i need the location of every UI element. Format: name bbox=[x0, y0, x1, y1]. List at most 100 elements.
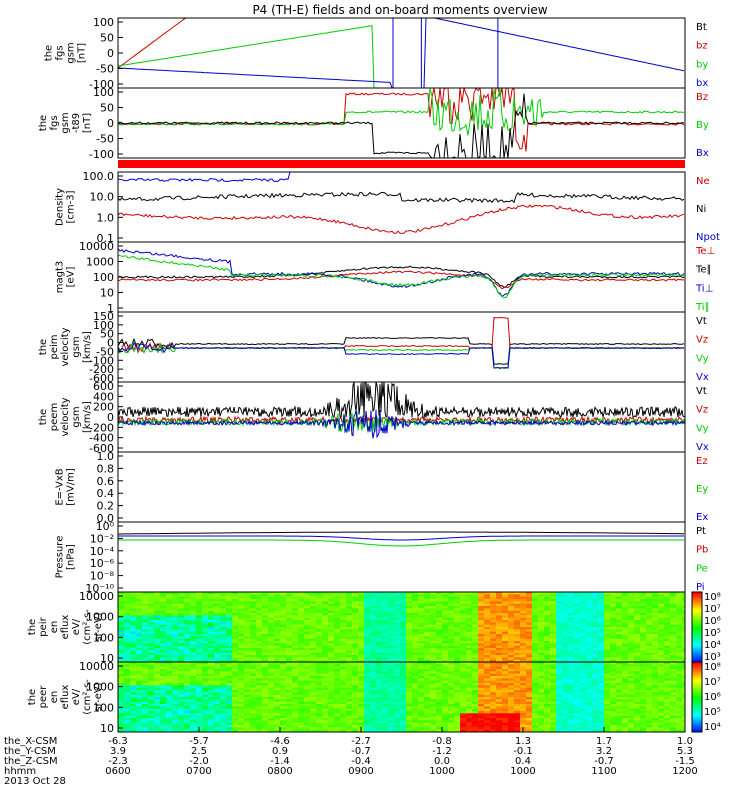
spec-cell bbox=[352, 617, 359, 621]
spec-cell bbox=[646, 634, 653, 637]
spec-cell bbox=[490, 629, 497, 633]
spec-cell bbox=[352, 634, 359, 637]
spec-cell bbox=[610, 638, 617, 642]
spec-cell bbox=[340, 657, 347, 661]
spec-cell bbox=[286, 666, 293, 670]
spec-cell bbox=[478, 606, 485, 609]
spec-cell bbox=[160, 727, 167, 731]
spec-cell bbox=[370, 666, 377, 670]
spec-cell bbox=[160, 699, 167, 703]
spec-cell bbox=[256, 666, 263, 670]
spec-cell bbox=[244, 678, 251, 682]
spec-cell bbox=[646, 645, 653, 649]
spec-cell bbox=[448, 624, 455, 628]
spec-cell bbox=[178, 659, 185, 662]
spec-cell bbox=[364, 704, 371, 707]
spec-cell bbox=[178, 615, 185, 619]
spec-cell bbox=[388, 729, 395, 732]
spec-cell bbox=[568, 645, 575, 649]
spec-cell bbox=[148, 627, 155, 630]
spec-cell bbox=[220, 676, 227, 679]
spec-cell bbox=[154, 708, 161, 712]
spec-cell bbox=[670, 638, 677, 642]
spec-cell bbox=[322, 627, 329, 630]
spec-cell bbox=[190, 718, 197, 721]
spec-cell bbox=[166, 641, 173, 644]
spec-cell bbox=[424, 627, 431, 630]
spec-cell bbox=[514, 645, 521, 649]
spec-cell bbox=[322, 603, 329, 607]
spec-cell bbox=[514, 603, 521, 607]
spec-cell bbox=[142, 722, 149, 726]
spec-cell bbox=[172, 720, 179, 724]
spec-cell bbox=[370, 615, 377, 619]
spec-cell bbox=[424, 701, 431, 705]
spec-cell bbox=[346, 608, 353, 612]
spec-cell bbox=[598, 652, 605, 656]
spec-cell bbox=[130, 727, 137, 731]
spec-cell bbox=[574, 596, 581, 600]
spec-cell bbox=[400, 601, 407, 605]
spec-cell bbox=[124, 659, 131, 662]
spec-cell bbox=[670, 617, 677, 621]
spec-cell bbox=[130, 657, 137, 661]
spec-cell bbox=[664, 599, 671, 602]
spec-cell bbox=[430, 599, 437, 602]
spec-cell bbox=[646, 650, 653, 654]
spec-cell bbox=[382, 594, 389, 598]
spec-cell bbox=[388, 697, 395, 700]
spec-cell bbox=[658, 622, 665, 626]
spec-cell bbox=[184, 650, 191, 654]
spec-cell bbox=[622, 608, 629, 612]
spec-cell bbox=[448, 704, 455, 707]
spec-cell bbox=[556, 627, 563, 630]
spec-cell bbox=[646, 601, 653, 605]
spec-cell bbox=[226, 678, 233, 682]
spec-cell bbox=[154, 634, 161, 637]
spec-cell bbox=[280, 676, 287, 679]
spec-cell bbox=[448, 666, 455, 670]
spec-cell bbox=[382, 708, 389, 712]
spec-cell bbox=[430, 608, 437, 612]
spec-cell bbox=[310, 662, 317, 665]
spec-cell bbox=[214, 592, 221, 595]
spec-cell bbox=[274, 664, 281, 668]
ytick-peim: 100 bbox=[93, 319, 114, 332]
spec-cell bbox=[358, 603, 365, 607]
spec-cell bbox=[580, 620, 587, 623]
spec-cell bbox=[208, 687, 215, 691]
spec-cell bbox=[214, 603, 221, 607]
spec-cell bbox=[298, 718, 305, 721]
spec-cell bbox=[448, 634, 455, 637]
legend-fgs: by bbox=[696, 59, 708, 70]
spec-cell bbox=[412, 634, 419, 637]
spec-cell bbox=[166, 727, 173, 731]
ytick-efield: 1.0 bbox=[97, 450, 115, 463]
spec-cell bbox=[592, 634, 599, 637]
spec-cell bbox=[268, 648, 275, 651]
spec-cell bbox=[220, 680, 227, 684]
spec-cell bbox=[484, 676, 491, 679]
spec-cell bbox=[274, 687, 281, 691]
plot-area-peem bbox=[118, 382, 685, 439]
spec-cell bbox=[424, 655, 431, 658]
spec-cell bbox=[490, 641, 497, 644]
spec-cell bbox=[280, 634, 287, 637]
spec-cell bbox=[472, 655, 479, 658]
spec-cell bbox=[370, 725, 377, 728]
spec-cell bbox=[136, 680, 143, 684]
spec-cell bbox=[178, 690, 185, 693]
spec-cell bbox=[460, 603, 467, 607]
spec-cell bbox=[346, 638, 353, 642]
spec-cell bbox=[436, 643, 443, 647]
spec-cell bbox=[364, 643, 371, 647]
spec-cell bbox=[466, 706, 473, 710]
spec-cell bbox=[352, 652, 359, 656]
spec-cell bbox=[136, 715, 143, 719]
spec-cell bbox=[400, 676, 407, 679]
spec-cell bbox=[214, 627, 221, 630]
spec-cell bbox=[460, 606, 467, 609]
spec-cell bbox=[184, 627, 191, 630]
spec-cell bbox=[670, 629, 677, 633]
spec-cell bbox=[190, 617, 197, 621]
